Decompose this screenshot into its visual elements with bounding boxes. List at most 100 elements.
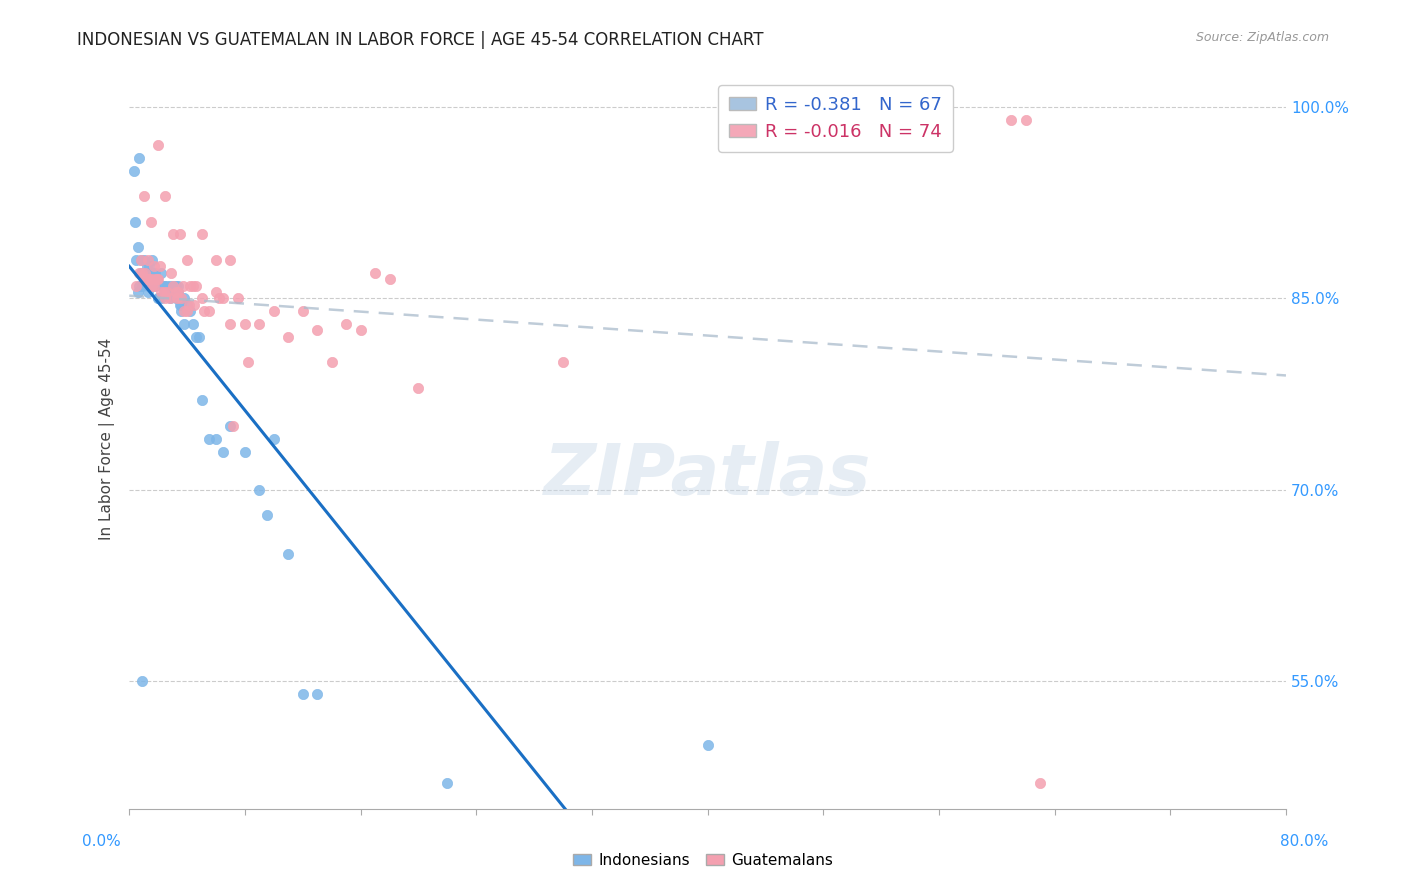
Point: [1029, 776, 1052, 790]
Point: [143, 272, 166, 286]
Point: [173, 317, 195, 331]
Point: [291, 304, 314, 318]
Point: [156, 285, 179, 299]
Legend: R = -0.381   N = 67, R = -0.016   N = 74: R = -0.381 N = 67, R = -0.016 N = 74: [718, 85, 953, 152]
Point: [307, 687, 329, 701]
Point: [143, 278, 166, 293]
Point: [208, 291, 231, 305]
Point: [129, 253, 152, 268]
Point: [408, 381, 430, 395]
Point: [277, 329, 299, 343]
Point: [219, 317, 242, 331]
Point: [1015, 112, 1038, 127]
Point: [135, 266, 157, 280]
Point: [122, 163, 145, 178]
Point: [170, 291, 193, 305]
Point: [162, 227, 184, 242]
Point: [139, 215, 162, 229]
Point: [205, 432, 228, 446]
Legend: Indonesians, Guatemalans: Indonesians, Guatemalans: [567, 847, 839, 873]
Point: [349, 323, 371, 337]
Point: [364, 266, 387, 280]
Point: [162, 278, 184, 293]
Point: [150, 291, 173, 305]
Point: [184, 329, 207, 343]
Point: [167, 278, 190, 293]
Point: [219, 253, 242, 268]
Point: [436, 776, 458, 790]
Point: [172, 278, 194, 293]
Point: [134, 266, 156, 280]
Point: [124, 215, 146, 229]
Point: [179, 278, 201, 293]
Point: [132, 272, 155, 286]
Point: [135, 260, 157, 274]
Point: [138, 278, 160, 293]
Point: [139, 272, 162, 286]
Point: [696, 738, 718, 752]
Point: [169, 227, 191, 242]
Point: [153, 285, 176, 299]
Text: 0.0%: 0.0%: [82, 834, 121, 849]
Point: [193, 304, 215, 318]
Point: [162, 278, 184, 293]
Point: [155, 189, 177, 203]
Point: [263, 304, 285, 318]
Point: [160, 266, 183, 280]
Point: [222, 419, 245, 434]
Point: [551, 355, 574, 369]
Point: [141, 266, 163, 280]
Point: [165, 278, 187, 293]
Point: [247, 483, 270, 497]
Point: [233, 317, 256, 331]
Point: [165, 291, 187, 305]
Point: [378, 272, 401, 286]
Point: [153, 278, 176, 293]
Point: [134, 266, 156, 280]
Point: [141, 278, 163, 293]
Point: [233, 444, 256, 458]
Point: [187, 329, 209, 343]
Point: [256, 508, 278, 523]
Point: [263, 432, 285, 446]
Point: [183, 298, 205, 312]
Point: [226, 291, 249, 305]
Point: [146, 272, 169, 286]
Point: [205, 285, 228, 299]
Point: [138, 272, 160, 286]
Point: [184, 278, 207, 293]
Point: [129, 266, 152, 280]
Point: [236, 355, 259, 369]
Point: [321, 355, 343, 369]
Point: [129, 253, 152, 268]
Point: [141, 253, 163, 268]
Point: [197, 432, 219, 446]
Point: [136, 253, 159, 268]
Text: ZIPatlas: ZIPatlas: [544, 442, 872, 510]
Point: [169, 298, 191, 312]
Point: [128, 151, 150, 165]
Point: [291, 687, 314, 701]
Point: [146, 138, 169, 153]
Text: INDONESIAN VS GUATEMALAN IN LABOR FORCE | AGE 45-54 CORRELATION CHART: INDONESIAN VS GUATEMALAN IN LABOR FORCE …: [77, 31, 763, 49]
Point: [181, 317, 204, 331]
Point: [212, 291, 235, 305]
Point: [277, 547, 299, 561]
Point: [190, 291, 212, 305]
Point: [145, 272, 167, 286]
Point: [145, 272, 167, 286]
Point: [128, 278, 150, 293]
Point: [127, 285, 149, 299]
Point: [128, 266, 150, 280]
Point: [179, 304, 201, 318]
Point: [131, 266, 153, 280]
Point: [205, 253, 228, 268]
Text: 80.0%: 80.0%: [1281, 834, 1329, 849]
Point: [125, 278, 148, 293]
Point: [159, 291, 181, 305]
Point: [150, 266, 173, 280]
Point: [170, 298, 193, 312]
Point: [335, 317, 357, 331]
Point: [146, 291, 169, 305]
Point: [156, 278, 179, 293]
